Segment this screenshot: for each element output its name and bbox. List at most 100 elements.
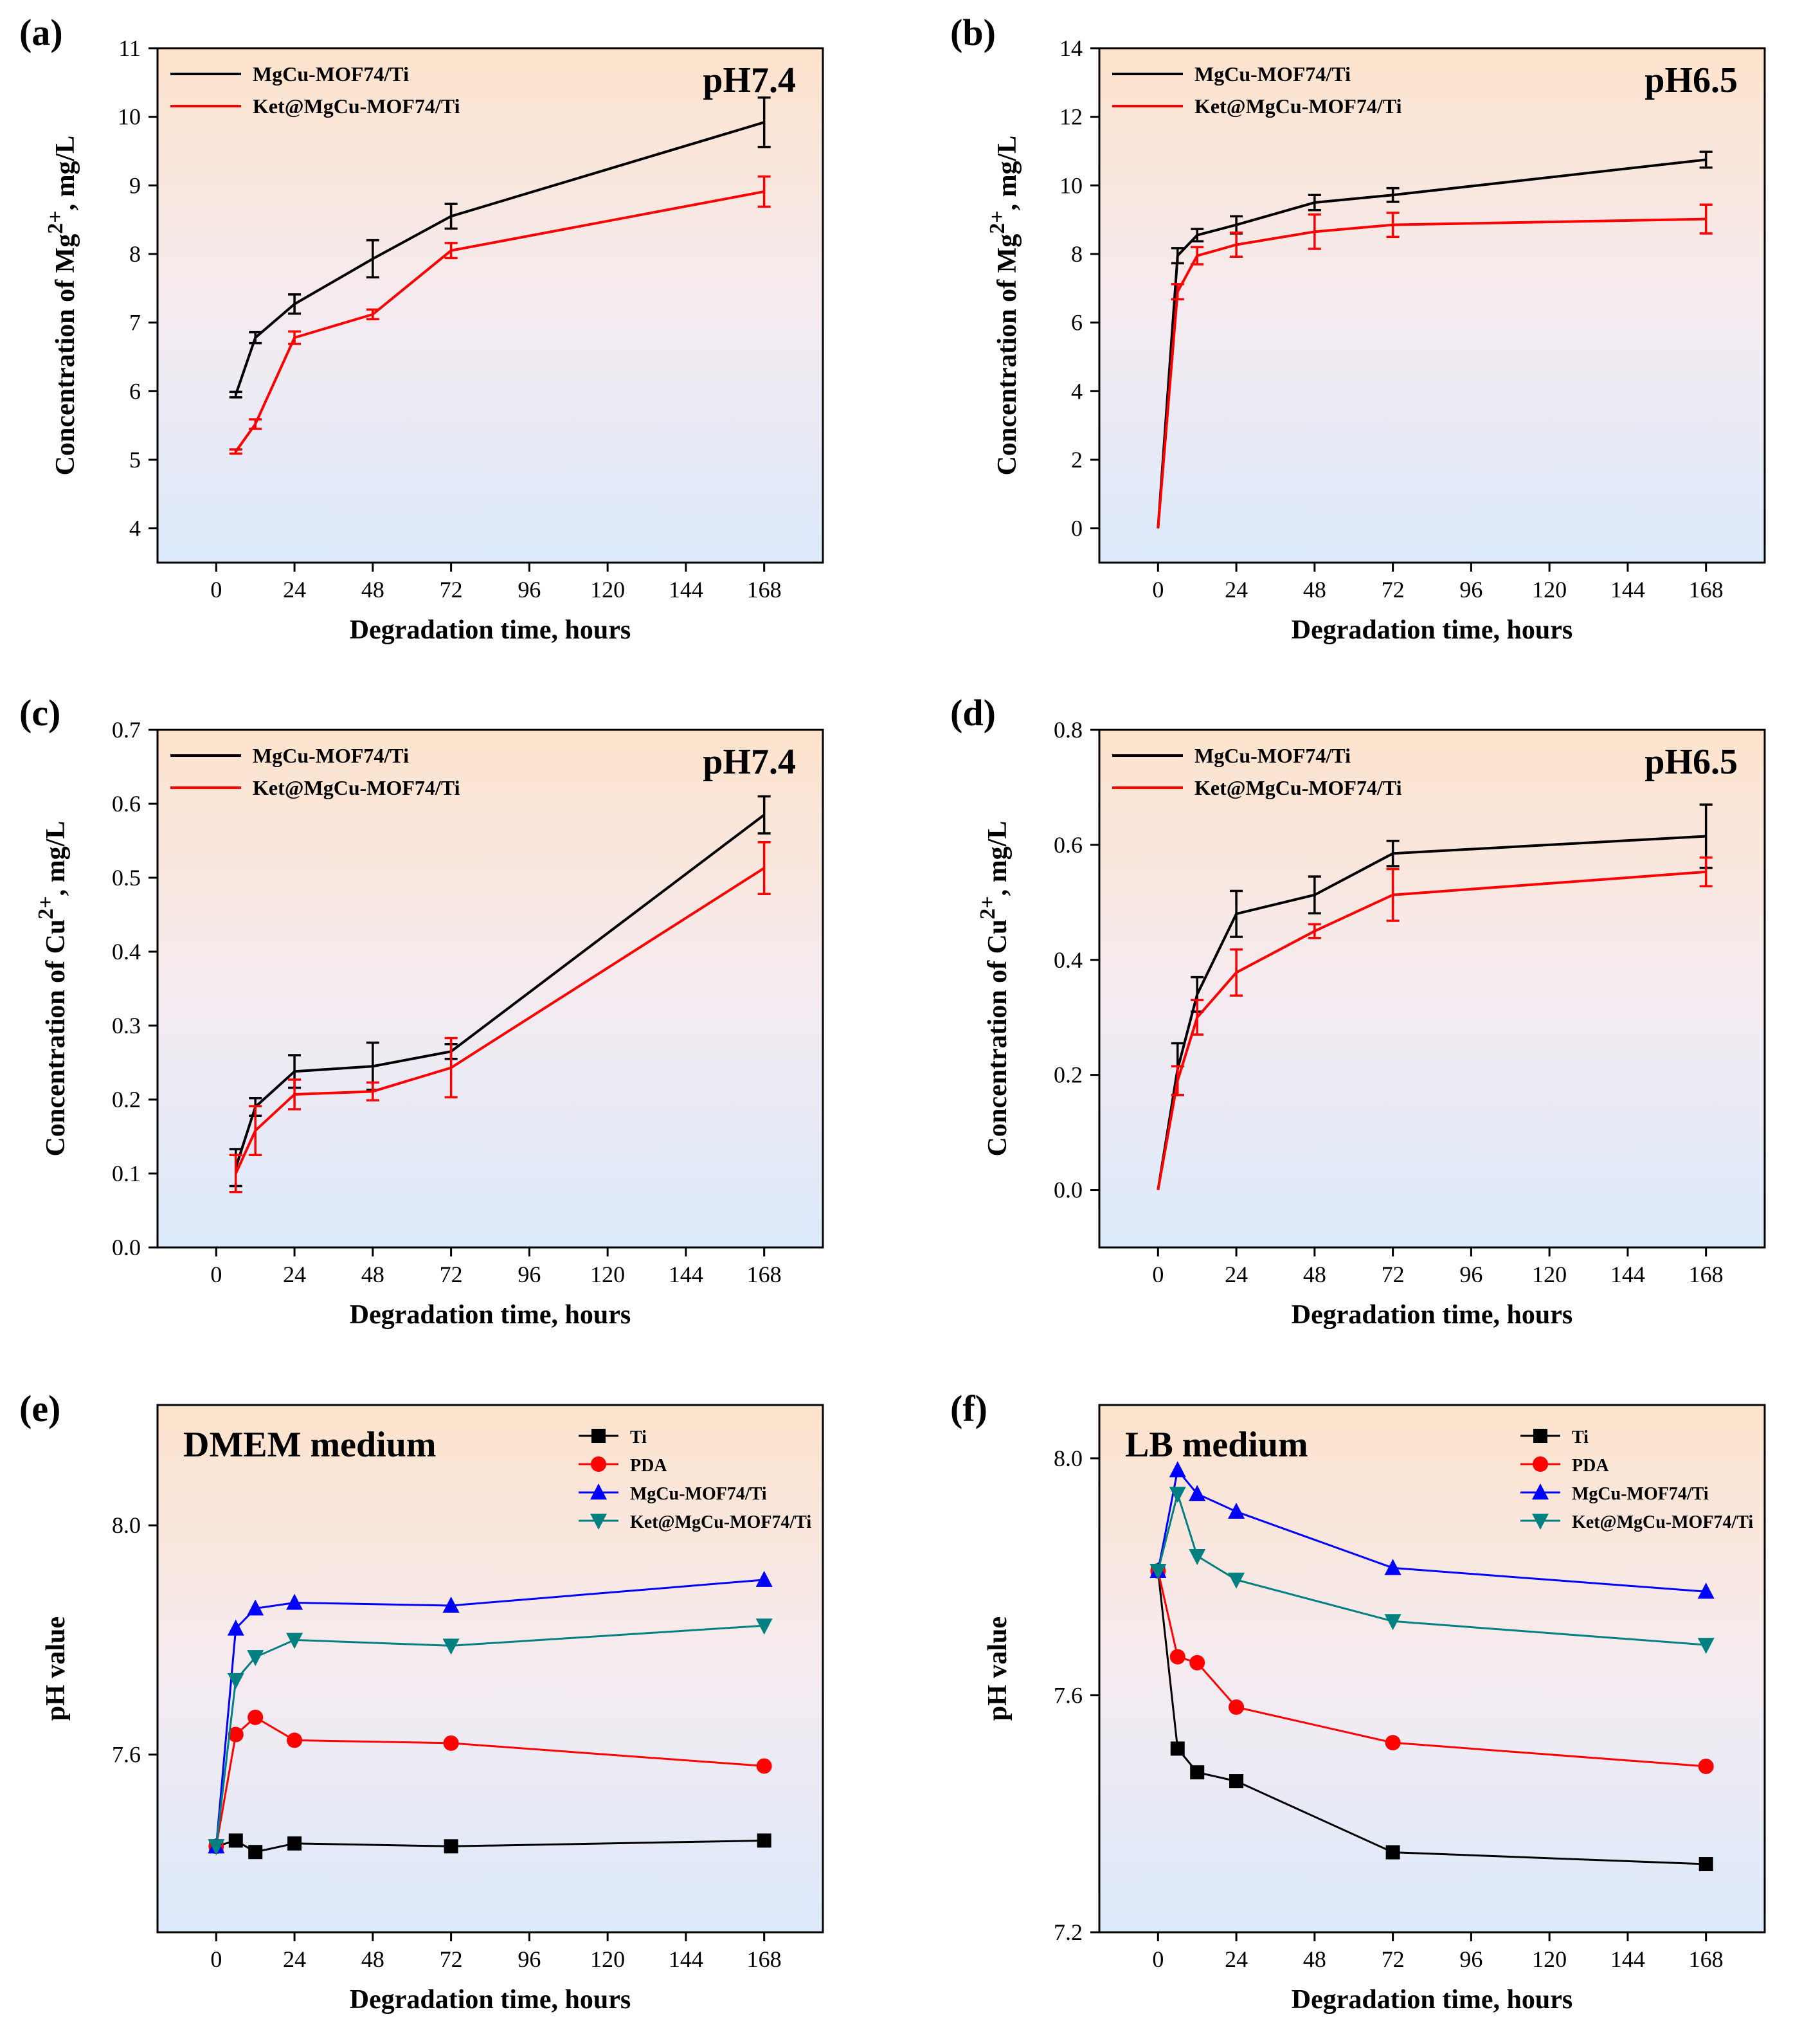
panel-b-series-ket-mgcu-mof74-ti xyxy=(1157,203,1713,529)
panel-b-y-tick-label: 2 xyxy=(1071,447,1083,473)
panel-f-series-line xyxy=(1157,1570,1706,1768)
panel-f-data-point xyxy=(1169,1649,1185,1665)
panel-f-x-tick-label: 72 xyxy=(1382,1946,1405,1972)
panel-d-x-axis-label: Degradation time, hours xyxy=(1292,1300,1572,1330)
panel-e-data-point xyxy=(248,1845,263,1860)
panel-f-plot-frame xyxy=(1098,1404,1766,1934)
panel-a-y-tick-label: 8 xyxy=(129,241,141,267)
panel-e: (e) 0 24 48 72 96 120 144 168 7.6 8.0 Degradation t… xyxy=(19,1388,824,2015)
panel-a-x-tick-label: 120 xyxy=(590,577,625,603)
panel-e-data-point xyxy=(755,1618,773,1635)
panel-e-data-point xyxy=(227,1672,244,1689)
panel-f-y-tick-label: 7.2 xyxy=(1054,1919,1083,1945)
panel-e-condition-label: DMEM medium xyxy=(183,1425,437,1465)
panel-a-y-axis-label-unit: , mg/L xyxy=(51,136,80,211)
panel-f-legend: Ti PDA MgCu-MOF74/Ti Ket@MgCu-MOF74/Ti xyxy=(1520,1427,1753,1532)
panel-f: (f) 0 24 48 72 96 120 144 168 7.2 7.6 8.0 Degradatio… xyxy=(950,1388,1766,2015)
panel-c-y-tick-label: 0.0 xyxy=(112,1235,141,1260)
panel-f-data-point xyxy=(1228,1502,1245,1519)
panel-c-y-tick-label: 0.4 xyxy=(112,939,141,965)
panel-a-series-mgcu-mof74-ti xyxy=(229,96,771,399)
panel-f-legend-label: Ti xyxy=(1572,1427,1589,1447)
panel-a-x-tick-label: 168 xyxy=(747,577,782,603)
panel-d-x-tick-label: 24 xyxy=(1225,1262,1248,1287)
panel-b-panel-label: (b) xyxy=(950,12,996,53)
panel-b-y-axis-label: Concentration of Mg2+, mg/L xyxy=(986,136,1022,476)
panel-d-x-tick-label: 120 xyxy=(1532,1262,1567,1287)
panel-e-data-point xyxy=(247,1650,264,1667)
panel-d-y-axis-label-superscript: 2+ xyxy=(976,896,1000,919)
panel-d-y-axis-label-unit: , mg/L xyxy=(983,821,1013,896)
panel-a-x-tick-label: 0 xyxy=(210,577,222,603)
panel-f-x-axis-label: Degradation time, hours xyxy=(1292,1985,1572,2015)
panel-b-x-tick-label: 96 xyxy=(1459,577,1482,603)
panel-c-y-tick-label: 0.2 xyxy=(112,1087,141,1112)
panel-e-data-point xyxy=(227,1619,244,1636)
panel-d-x-tick-label: 96 xyxy=(1459,1262,1482,1287)
panel-c-series-line xyxy=(234,867,765,1174)
panel-f-x-tick-label: 144 xyxy=(1610,1946,1645,1972)
panel-a-y-tick-label: 9 xyxy=(129,172,141,198)
panel-e-data-point xyxy=(248,1709,264,1725)
panel-c-y-axis-label: Concentration of Cu2+, mg/L xyxy=(34,821,71,1157)
panel-a-y-tick-label: 11 xyxy=(118,35,141,61)
panel-e-plot-frame xyxy=(156,1404,824,1934)
panel-d-y-tick-label: 0.4 xyxy=(1054,947,1083,973)
panel-f-data-point xyxy=(1384,1559,1401,1575)
panel-f-data-point xyxy=(1169,1461,1186,1478)
panel-f-data-point xyxy=(1697,1638,1715,1654)
panel-b-x-tick-label: 72 xyxy=(1382,577,1405,603)
panel-a: (a) 0 24 48 72 96 120 144 168 4 5 6 7 8 9 10 11 Degradati… xyxy=(19,12,824,645)
panel-e-series-line xyxy=(215,1579,764,1847)
panel-a-series-line xyxy=(234,121,765,395)
panel-b-y-tick-label: 4 xyxy=(1071,378,1083,404)
panel-f-x-tick-label: 0 xyxy=(1152,1946,1164,1972)
panel-e-data-point xyxy=(442,1596,460,1613)
panel-e-y-tick-label: 7.6 xyxy=(112,1742,141,1768)
panel-a-y-axis-label: Concentration of Mg2+, mg/L xyxy=(44,136,80,476)
panel-f-y-tick-label: 8.0 xyxy=(1054,1445,1083,1471)
panel-d-y-tick-label: 0.0 xyxy=(1054,1177,1083,1203)
panel-f-data-point xyxy=(1190,1765,1205,1780)
panel-c-x-tick-label: 72 xyxy=(440,1262,463,1287)
panel-c-x-tick-label: 24 xyxy=(283,1262,306,1287)
panel-f-data-point xyxy=(1384,1614,1401,1631)
panel-a-panel-label: (a) xyxy=(19,12,63,53)
panel-a-condition-label: pH7.4 xyxy=(703,60,796,100)
panel-c-y-axis-label-superscript: 2+ xyxy=(34,896,58,919)
panel-c-series-line xyxy=(234,813,765,1168)
panel-f-legend-marker xyxy=(1533,1429,1547,1443)
panel-c-panel-label: (c) xyxy=(19,692,60,734)
panel-a-plot-frame xyxy=(156,47,824,564)
panel-f-data-point xyxy=(1229,1699,1245,1715)
panel-f-series-line xyxy=(1157,1570,1706,1865)
panel-b: (b)0 24 48 72 96 120 144 16802468101214Degradat… xyxy=(950,12,1766,645)
panel-e-series-ket-mgcu-mof74-ti xyxy=(208,1618,773,1856)
panel-f-x-tick-label: 168 xyxy=(1689,1946,1724,1972)
panel-b-y-axis-label-unit: , mg/L xyxy=(993,136,1022,211)
panel-c-x-tick-label: 96 xyxy=(518,1262,541,1287)
panel-c-x-tick-label: 168 xyxy=(747,1262,782,1287)
panel-f-data-point xyxy=(1189,1654,1205,1671)
panel-f-data-point xyxy=(1149,1563,1167,1580)
panel-d-x-tick-label: 72 xyxy=(1382,1262,1405,1287)
panel-e-legend-label: PDA xyxy=(630,1456,667,1476)
panel-c-x-axis-label: Degradation time, hours xyxy=(350,1300,631,1330)
panel-d-y-tick-label: 0.2 xyxy=(1054,1062,1083,1088)
panel-e-data-point xyxy=(286,1633,303,1649)
panel-e-y-tick-label: 8.0 xyxy=(112,1512,141,1538)
panel-c-y-tick-label: 0.6 xyxy=(112,791,141,817)
panel-e-x-tick-label: 48 xyxy=(361,1946,384,1972)
panel-c-y-axis-label-unit: , mg/L xyxy=(41,821,71,896)
panel-f-y-axis-label-main: pH value xyxy=(983,1617,1013,1721)
panel-f-data-point xyxy=(1697,1582,1715,1599)
panel-f-data-point xyxy=(1385,1845,1400,1860)
panel-c-legend: MgCu-MOF74/Ti Ket@MgCu-MOF74/Ti xyxy=(170,744,460,799)
panel-d-panel-label: (d) xyxy=(950,692,996,734)
panel-c-y-tick-label: 0.3 xyxy=(112,1013,141,1038)
panel-c-plot-frame xyxy=(156,729,824,1249)
panel-b-y-tick-label: 12 xyxy=(1059,104,1083,130)
panel-e-plot-background xyxy=(158,1405,823,1932)
panel-e-x-tick-label: 24 xyxy=(283,1946,306,1972)
panel-b-legend-label: Ket@MgCu-MOF74/Ti xyxy=(1194,95,1402,118)
